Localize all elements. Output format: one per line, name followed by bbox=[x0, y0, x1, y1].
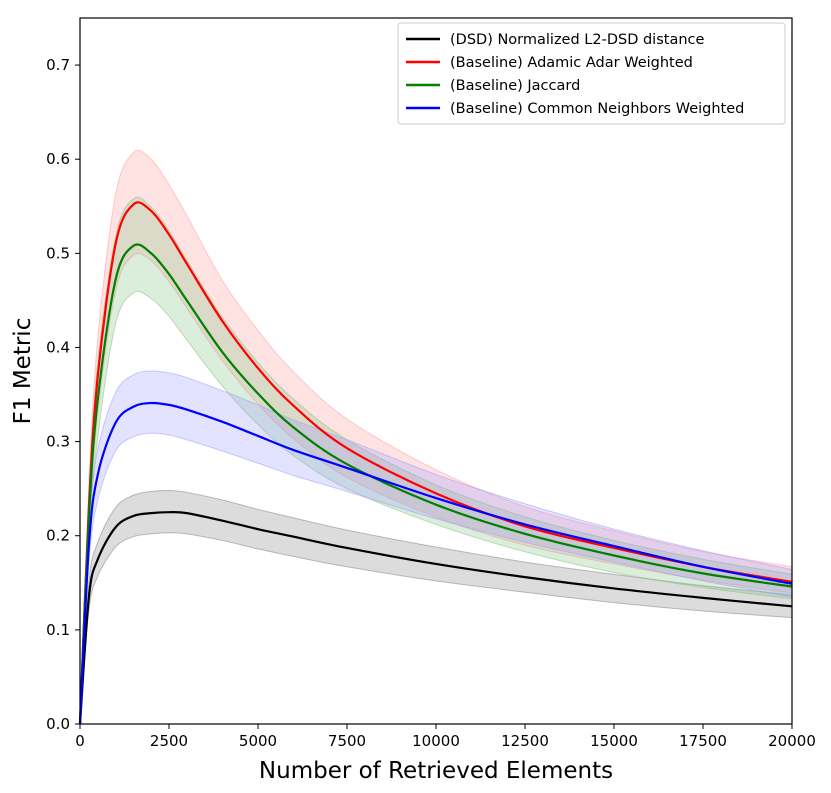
series-line-3 bbox=[78, 401, 793, 725]
x-tick-label: 2500 bbox=[150, 732, 188, 750]
confidence-band-0 bbox=[79, 490, 793, 725]
y-tick-label: 0.0 bbox=[46, 715, 70, 733]
y-tick-label: 0.1 bbox=[46, 621, 70, 639]
legend-label-3: (Baseline) Common Neighbors Weighted bbox=[450, 101, 744, 117]
series-lines bbox=[78, 201, 793, 725]
confidence-bands bbox=[79, 149, 793, 725]
legend: (DSD) Normalized L2-DSD distance (Baselin… bbox=[397, 22, 786, 125]
x-tick-label: 15000 bbox=[590, 732, 638, 750]
y-tick-label: 0.2 bbox=[46, 527, 70, 545]
x-tick-label: 20000 bbox=[768, 732, 816, 750]
x-tick-label: 5000 bbox=[239, 732, 277, 750]
x-axis-label: Number of Retrieved Elements bbox=[259, 758, 613, 784]
confidence-band-2 bbox=[79, 196, 793, 725]
y-tick-label: 0.7 bbox=[46, 56, 70, 74]
legend-label-0: (DSD) Normalized L2-DSD distance bbox=[450, 32, 704, 48]
y-tick-label: 0.4 bbox=[46, 338, 70, 356]
legend-label-2: (Baseline) Jaccard bbox=[450, 78, 580, 94]
legend-label-1: (Baseline) Adamic Adar Weighted bbox=[450, 55, 693, 71]
x-tick-label: 10000 bbox=[412, 732, 460, 750]
x-tick-label: 17500 bbox=[679, 732, 727, 750]
series-line-1 bbox=[78, 201, 793, 725]
y-axis-label: F1 Metric bbox=[10, 318, 36, 425]
y-tick-label: 0.3 bbox=[46, 433, 70, 451]
series-line-0 bbox=[78, 511, 793, 725]
x-axis-ticks: 0 2500 5000 7500 10000 12500 15000 17500 20000 bbox=[75, 724, 816, 750]
y-tick-label: 0.5 bbox=[46, 244, 70, 262]
series-line-2 bbox=[78, 243, 793, 725]
x-tick-label: 7500 bbox=[328, 732, 366, 750]
y-axis-ticks: 0.0 0.1 0.2 0.3 0.4 0.5 0.6 0.7 bbox=[46, 56, 80, 733]
x-tick-label: 12500 bbox=[501, 732, 549, 750]
y-tick-label: 0.6 bbox=[46, 150, 70, 168]
legend-box bbox=[397, 22, 786, 125]
x-tick-label: 0 bbox=[75, 732, 85, 750]
